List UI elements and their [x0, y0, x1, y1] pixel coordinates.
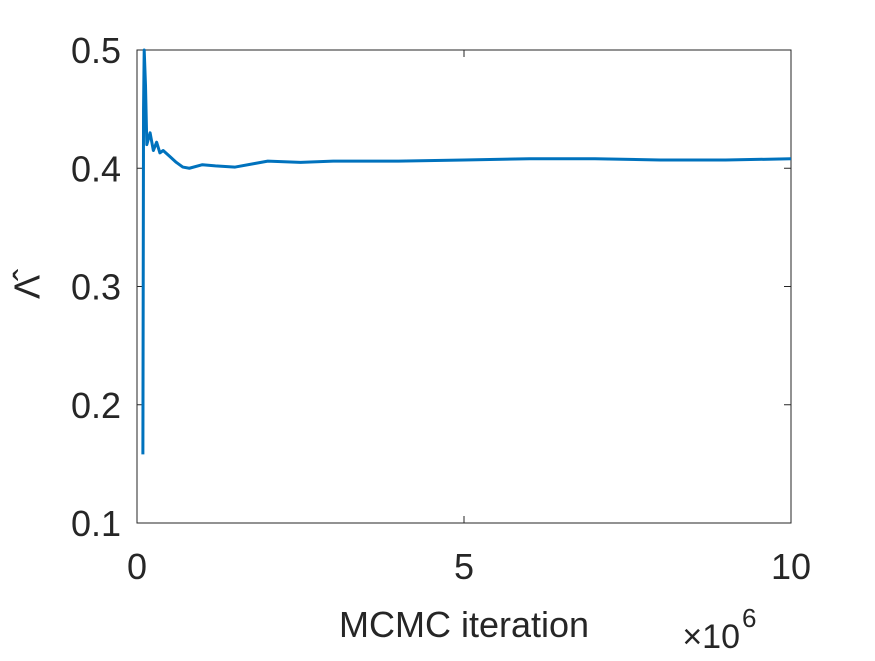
x-axis-label: MCMC iteration — [339, 604, 589, 645]
data-line — [141, 48, 792, 455]
y-axis-label: Λ̂ — [7, 269, 48, 299]
x-multiplier: ×10 — [682, 618, 740, 656]
x-tick-label: 10 — [771, 546, 811, 587]
y-tick-label: 0.4 — [71, 148, 121, 189]
y-tick-label: 0.3 — [71, 267, 121, 308]
y-tick-label: 0.1 — [71, 503, 121, 544]
y-tick-label: 0.5 — [71, 30, 121, 71]
x-tick-label: 0 — [127, 546, 147, 587]
x-tick-label: 5 — [454, 546, 474, 587]
x-multiplier-exponent: 6 — [742, 603, 756, 633]
y-tick-label: 0.2 — [71, 385, 121, 426]
axes-box — [136, 49, 792, 524]
